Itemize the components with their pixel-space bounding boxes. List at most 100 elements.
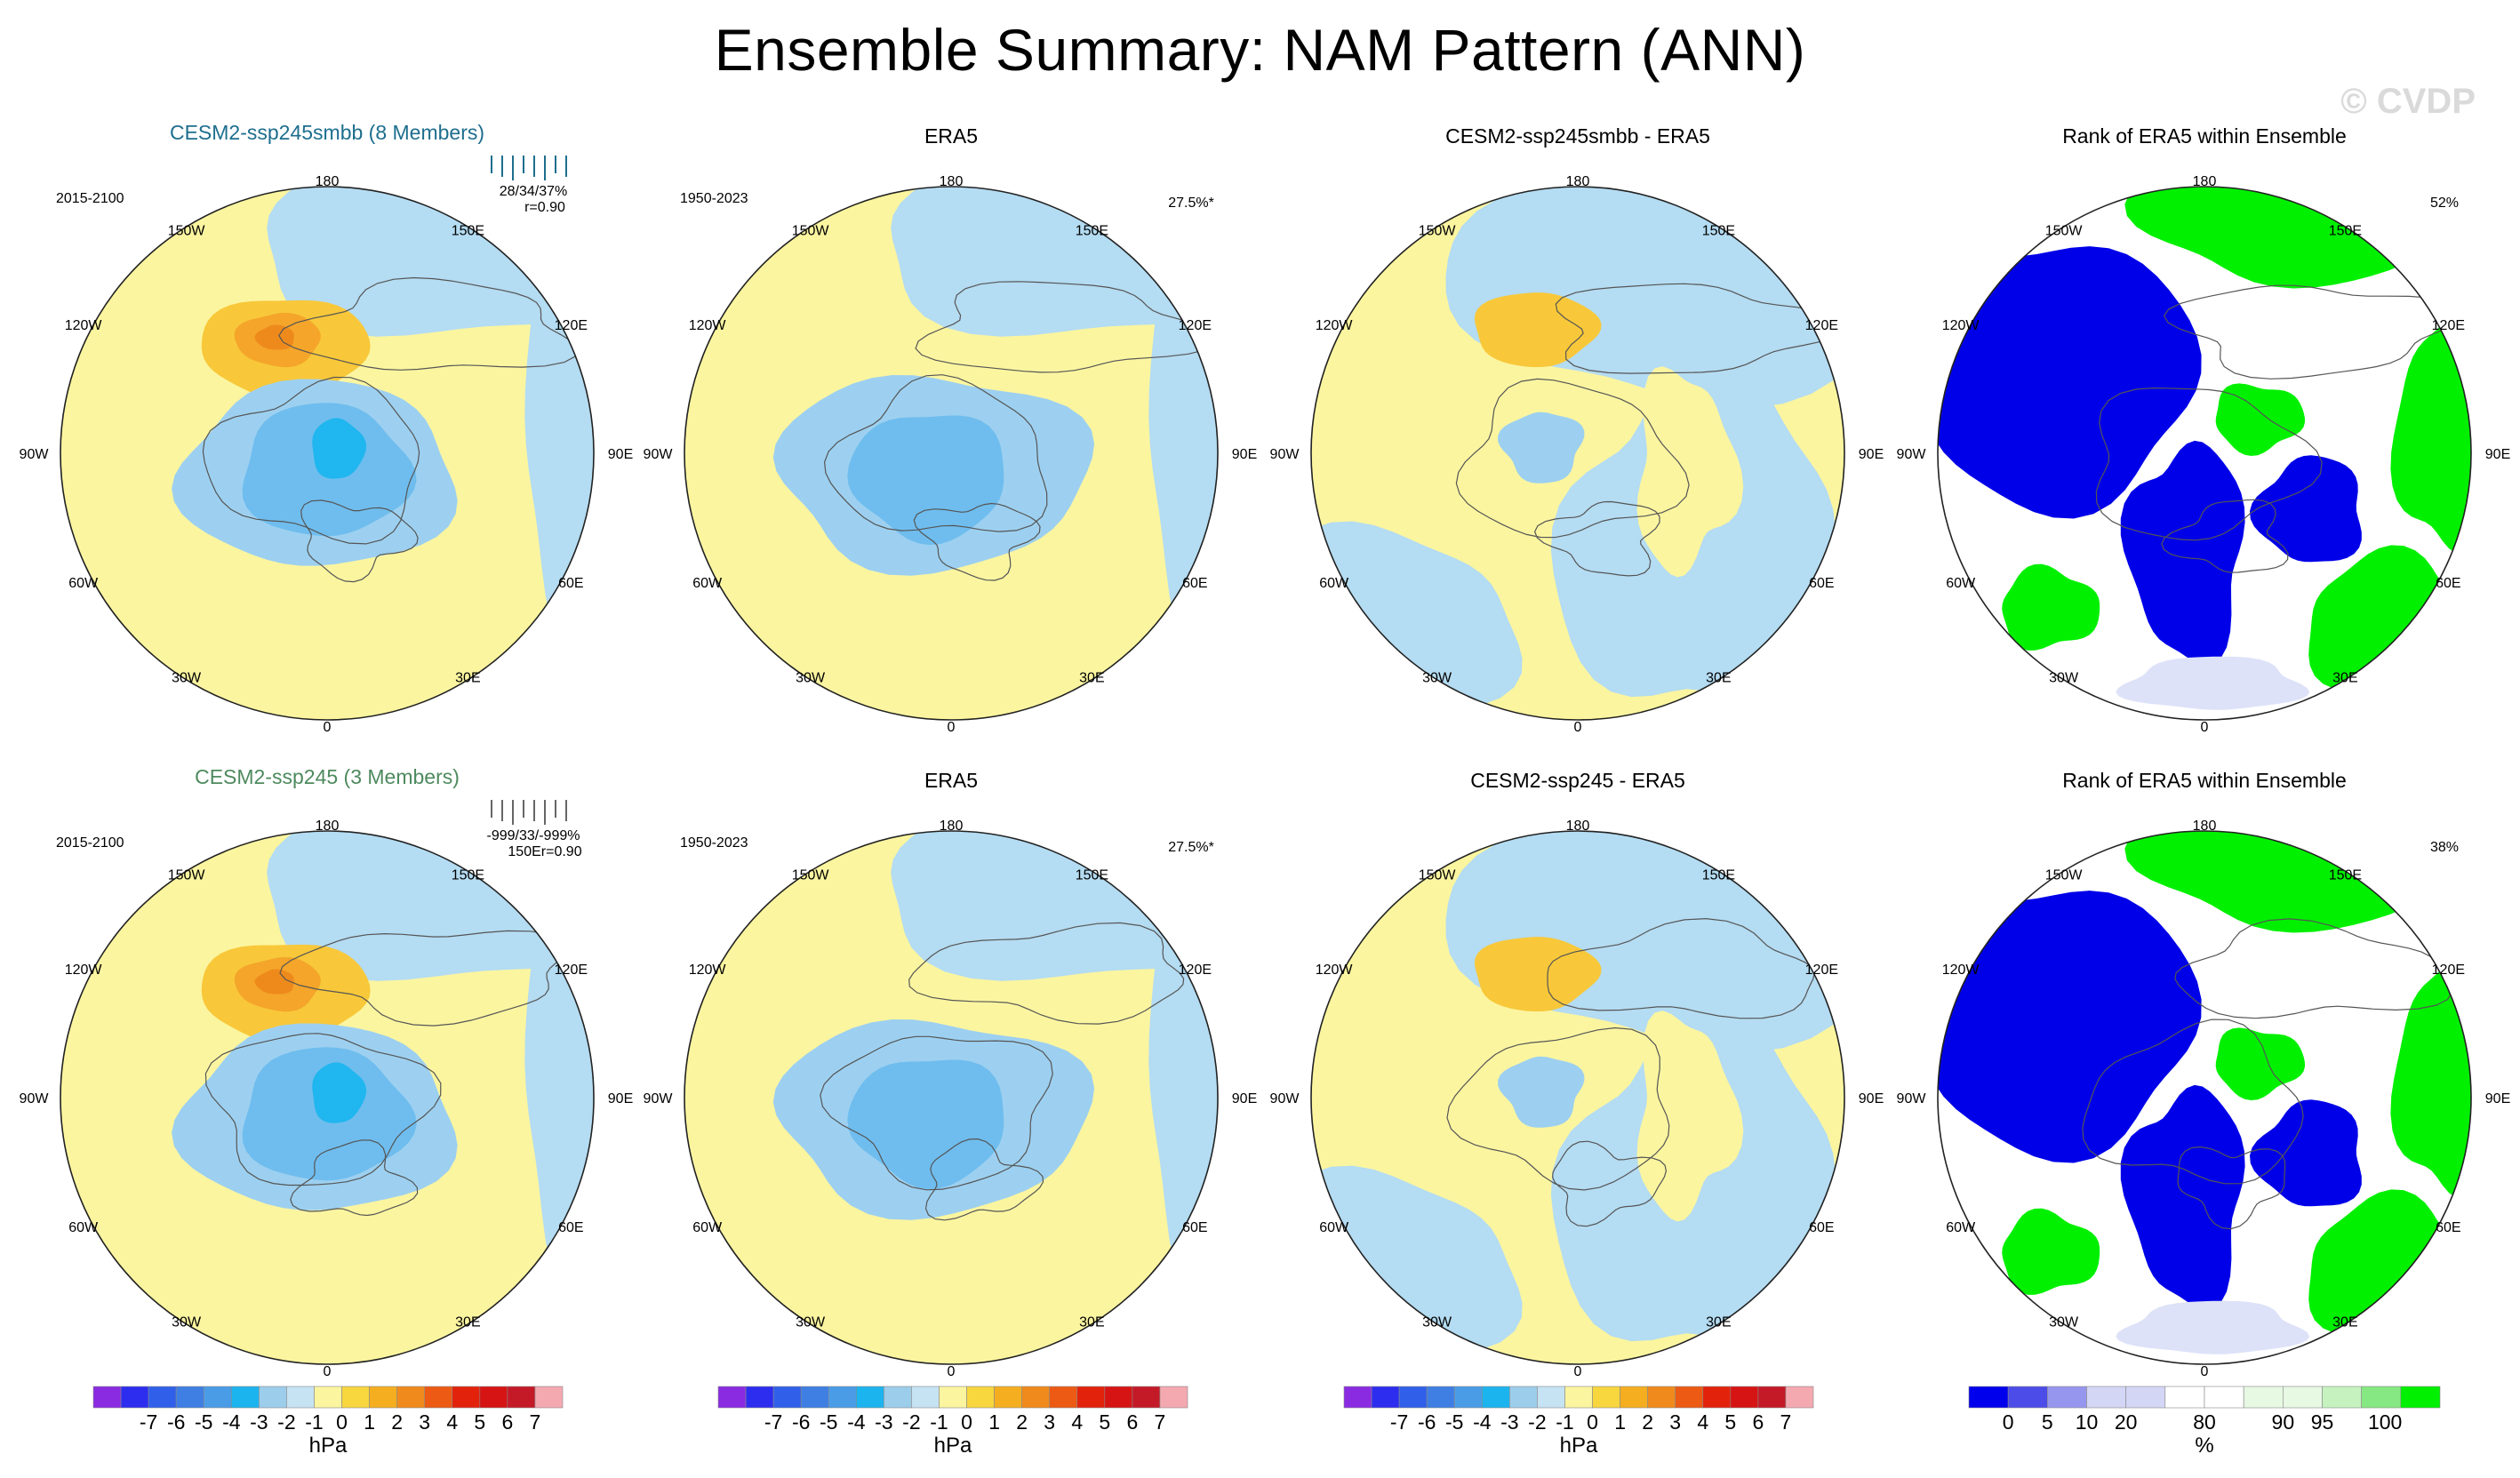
meridian-label: 120W: [1942, 963, 1980, 978]
colorbar-swatch: [2283, 1386, 2323, 1409]
rank-low-region: [1938, 891, 2202, 1163]
colorbar-swatch: [1675, 1386, 1704, 1409]
meridian-label: 120E: [2432, 963, 2465, 978]
map-boundary: [1310, 830, 1845, 1365]
meridian-label: 120W: [689, 318, 727, 333]
colorbar-swatch: [1398, 1386, 1428, 1409]
colorbar-tick-label: -1: [930, 1410, 948, 1434]
meridian-label: 30E: [455, 1314, 480, 1330]
meridian-label: 30E: [2332, 670, 2357, 685]
coastline: [2174, 918, 2452, 1019]
colorbar-swatch: [1620, 1386, 1648, 1409]
meridian-label: 150W: [2045, 868, 2084, 883]
colorbar-tick-label: 10: [2076, 1410, 2099, 1434]
colorbar-swatch: [314, 1386, 342, 1409]
map-field: [60, 187, 594, 720]
colorbar-unit-label: hPa: [934, 1434, 972, 1458]
colorbar-tick-label: 90: [2272, 1410, 2295, 1434]
map-field: [684, 187, 1218, 720]
period-label: 1950-2023: [680, 191, 748, 206]
colorbar-swatch: [939, 1386, 967, 1409]
colorbar-swatch: [452, 1386, 481, 1409]
colorbar-tick-label: 4: [1697, 1410, 1708, 1434]
page-title: Ensemble Summary: NAM Pattern (ANN): [714, 17, 1806, 83]
colorbar-swatch: [966, 1386, 995, 1409]
period-label: 2015-2100: [56, 835, 124, 851]
meridian-label: 0: [948, 1364, 956, 1379]
colorbar-tick-label: 3: [1044, 1410, 1055, 1434]
colorbar-hpa: -7 -6 -5 -4 -3 -2 -1 0 1 2 3 4 5 6 7 hPa: [717, 1386, 1188, 1458]
colorbar-tick-label: 6: [501, 1410, 513, 1434]
meridian-label: 90E: [2485, 1091, 2510, 1107]
colorbar-swatch: [2322, 1386, 2362, 1409]
colorbar-swatch: [994, 1386, 1022, 1409]
colorbar-swatch: [2400, 1386, 2441, 1409]
map-boundary: [684, 186, 1219, 721]
period-label: 2015-2100: [56, 191, 124, 206]
colorbar-tick-label: -5: [195, 1410, 212, 1434]
panel-title: CESM2-ssp245 (3 Members): [195, 765, 460, 788]
meridian-label: 60E: [2436, 576, 2460, 591]
colorbar-tick-label: 7: [530, 1410, 541, 1434]
colorbar-swatch: [1785, 1386, 1814, 1409]
meridian-label: 120E: [555, 318, 588, 333]
meridian-label: 120W: [65, 318, 103, 333]
meridian-label: 60E: [1182, 576, 1207, 591]
percent-label: 38%: [2430, 840, 2459, 855]
map-panel: 180 150E 120E 90E 60E 30E 0 30W 60W 90W 120W 150W Ra…: [1897, 769, 2511, 1379]
colorbar-tick-label: -7: [1390, 1410, 1408, 1434]
meridian-label: 120W: [1942, 318, 1980, 333]
colorbar-tick-label: 6: [1126, 1410, 1138, 1434]
meridian-label: 150E: [1076, 224, 1108, 239]
map-panel: 180 150E 120E 90E 60E 30E 0 30W 60W 90W 120W 150W CE…: [20, 121, 634, 735]
meridian-label: 30E: [1706, 670, 1731, 685]
positive-anomaly: [1474, 937, 1602, 1012]
colorbar-swatch: [175, 1386, 204, 1409]
colorbar-swatch: [92, 1386, 122, 1409]
colorbar-swatch: [2007, 1386, 2048, 1409]
meridian-label: 90W: [1897, 447, 1927, 462]
meridian-label: 150E: [1702, 868, 1735, 883]
meridian-label: 120W: [1316, 963, 1354, 978]
rank-low-region: [2250, 1099, 2362, 1207]
colorbar-swatch: [800, 1386, 829, 1409]
colorbar-tick-label: 0: [1587, 1410, 1598, 1434]
colorbar-swatch: [911, 1386, 940, 1409]
panel-title: Rank of ERA5 within Ensemble: [2062, 769, 2347, 792]
colorbar-tick-label: 7: [1155, 1410, 1166, 1434]
coastlines: [2095, 284, 2467, 573]
meridian-label: 30W: [2049, 670, 2079, 685]
colorbar-swatch: [1702, 1386, 1732, 1409]
meridian-label: 180: [940, 174, 964, 189]
coastlines: [204, 930, 568, 1217]
coastline: [1555, 283, 1844, 374]
meridian-label: 120E: [2432, 318, 2465, 333]
colorbar-swatch: [1076, 1386, 1106, 1409]
map-panel: 180 150E 120E 90E 60E 30E 0 30W 60W 90W 120W 150W CE…: [20, 765, 634, 1379]
colorbar-tick-label: -5: [1445, 1410, 1463, 1434]
rank-pale-region: [2116, 1300, 2310, 1354]
colorbar-swatch: [828, 1386, 857, 1409]
rank-high-region: [2002, 563, 2100, 651]
meridian-label: 150W: [168, 868, 206, 883]
meridian-label: 30W: [172, 1314, 202, 1330]
coastline: [2177, 1146, 2286, 1230]
colorbar-swatch: [2204, 1386, 2244, 1409]
colorbar-tick-label: 0: [961, 1410, 972, 1434]
colorbar-swatch: [424, 1386, 453, 1409]
stat-label: 28/34/37%: [500, 184, 568, 199]
map-boundary: [1310, 186, 1845, 721]
meridian-label: 30E: [1079, 1314, 1104, 1330]
colorbar-swatch: [1371, 1386, 1400, 1409]
coastline: [204, 1033, 442, 1186]
colorbar-swatch: [230, 1386, 260, 1409]
colorbar-tick-label: 7: [1780, 1410, 1792, 1434]
meridian-label: 60W: [692, 1220, 723, 1235]
rank-low-region: [1938, 246, 2202, 519]
map-panel: 180 150E 120E 90E 60E 30E 0 30W 60W 90W 120W 150W CE…: [1270, 769, 1884, 1379]
meridian-label: 60W: [1319, 1220, 1349, 1235]
meridian-label: 0: [2201, 1364, 2209, 1379]
coastlines: [823, 281, 1218, 581]
colorbar-tick-label: 5: [1099, 1410, 1110, 1434]
map-field: [684, 831, 1218, 1364]
